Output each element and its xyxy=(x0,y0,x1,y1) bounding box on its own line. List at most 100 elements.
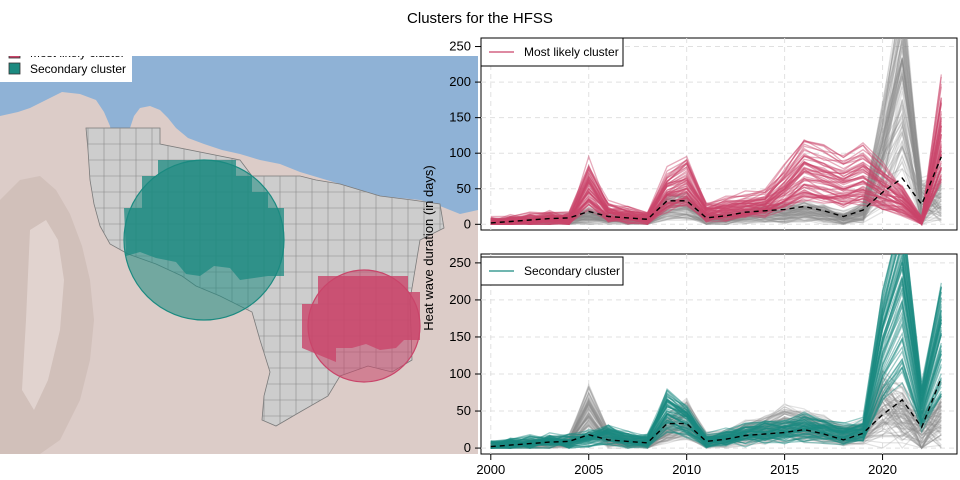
bottom-background-series-line xyxy=(490,413,942,449)
bottom-background-series-line xyxy=(490,397,942,448)
top-background-series-line xyxy=(490,75,942,225)
bottom-background-series-line xyxy=(490,393,942,450)
bottom-background-series-line xyxy=(490,395,942,446)
top-cluster-series-line xyxy=(490,167,942,226)
bottom-y-axis: 0 50 100 150 200 250 xyxy=(449,255,481,455)
top-cluster-series-line xyxy=(490,86,942,224)
bottom-background-series-line xyxy=(490,398,942,448)
bottom-background-series-line xyxy=(490,400,942,450)
top-background-series-line xyxy=(490,38,942,225)
x-tick-label: 2010 xyxy=(672,462,701,477)
top-background-series-line xyxy=(490,139,942,225)
top-background-series-line xyxy=(490,83,942,225)
bottom-grid xyxy=(481,254,957,454)
top-background-series-line xyxy=(490,161,942,225)
bottom-cluster-series-line xyxy=(490,263,942,445)
top-cluster-series-line xyxy=(490,120,942,225)
bottom-cluster-series-line xyxy=(490,261,942,449)
top-cluster-series-line xyxy=(490,137,942,224)
bottom-background-series-line xyxy=(490,383,942,449)
top-legend-label: Most likely cluster xyxy=(524,45,619,59)
top-background-series-line xyxy=(490,116,942,225)
top-background-series-line xyxy=(490,46,942,225)
top-background-series-line xyxy=(490,91,942,225)
bottom-background-series-line xyxy=(490,393,942,449)
x-axis: 2000 2005 2010 2015 2020 xyxy=(476,454,897,477)
top-background-series-line xyxy=(490,118,942,226)
top-y-axis: 0 50 100 150 200 250 xyxy=(449,39,481,231)
bottom-background-series-line xyxy=(490,407,942,449)
top-cluster-series-line xyxy=(490,123,942,224)
top-cluster-series-line xyxy=(490,154,942,225)
top-background-series-line xyxy=(490,56,942,224)
top-background-series-line xyxy=(490,167,942,225)
top-cluster-series-line xyxy=(490,175,942,226)
bottom-background-series-line xyxy=(490,410,942,449)
top-cluster-series-line xyxy=(490,178,942,225)
top-background-series-line xyxy=(490,63,942,225)
top-mean-line xyxy=(490,156,942,224)
top-cluster-series-line xyxy=(490,126,942,226)
bottom-background-series-line xyxy=(490,398,942,449)
top-cluster-series-line xyxy=(490,74,942,225)
top-cluster-series-line xyxy=(490,153,942,225)
bottom-background-series-line xyxy=(490,386,942,448)
top-background-series-line xyxy=(490,58,942,225)
bottom-cluster-series-line xyxy=(490,277,942,449)
bottom-cluster-series-line xyxy=(490,266,942,449)
top-background-series-line xyxy=(490,168,942,225)
top-cluster-series-line xyxy=(490,119,942,225)
top-cluster-series-line xyxy=(490,153,942,226)
top-cluster-series-line xyxy=(490,99,942,224)
top-cluster-series-line xyxy=(490,167,942,225)
bottom-background-series-line xyxy=(490,398,942,450)
bottom-cluster-series-line xyxy=(490,254,942,442)
top-background-series-line xyxy=(490,129,942,225)
top-background-series-line xyxy=(490,38,942,225)
top-background-series-line xyxy=(490,107,942,225)
top-background-series-line xyxy=(490,58,942,225)
top-cluster-series-line xyxy=(490,160,942,225)
top-background-series-line xyxy=(490,38,942,224)
bottom-background-series-line xyxy=(490,395,942,449)
top-background-series-line xyxy=(490,38,942,224)
bottom-cluster-series-line xyxy=(490,287,942,448)
legend-swatch-most-likely xyxy=(8,56,21,59)
bottom-cluster-series-line xyxy=(490,276,942,449)
top-background-series-line xyxy=(490,62,942,223)
top-cluster-series-line xyxy=(490,130,942,224)
bottom-background-series-line xyxy=(490,418,942,449)
top-background-series-line xyxy=(490,104,942,226)
top-cluster-series-line xyxy=(490,128,942,225)
top-cluster-series-line xyxy=(490,135,942,226)
top-background-series-line xyxy=(490,153,942,225)
top-background-series-line xyxy=(490,42,942,225)
bottom-background-series-line xyxy=(490,412,942,447)
bottom-y-tick-label: 150 xyxy=(449,329,471,344)
bottom-cluster-series-line xyxy=(490,323,942,448)
map-relief-2 xyxy=(22,220,64,410)
top-cluster-series-line xyxy=(490,155,942,225)
top-y-tick-label: 0 xyxy=(464,216,471,231)
bottom-cluster-series-line xyxy=(490,280,942,449)
bottom-background-series-line xyxy=(490,400,942,449)
bottom-background-series-line xyxy=(490,367,942,449)
bottom-background-series-line xyxy=(490,392,942,447)
top-background-series-line xyxy=(490,86,942,225)
bottom-y-tick-label: 200 xyxy=(449,292,471,307)
top-background-series-line xyxy=(490,51,942,225)
bottom-cluster-series-line xyxy=(490,331,942,449)
bottom-chart-panel: 0 50 100 150 200 250 Secondary cluster xyxy=(449,253,958,455)
top-background-series-line xyxy=(490,76,942,225)
bottom-cluster-series-line xyxy=(490,254,942,444)
top-background-series-line xyxy=(490,110,942,226)
bottom-background-series-line xyxy=(490,424,942,449)
top-cluster-series-line xyxy=(490,83,942,225)
bottom-background-series-line xyxy=(490,379,942,449)
top-background-series-line xyxy=(490,46,942,225)
bottom-background-series-line xyxy=(490,413,942,450)
map-legend: Most likely cluster Secondary cluster xyxy=(0,56,132,82)
bottom-cluster-series-line xyxy=(490,261,942,449)
bottom-background-series-line xyxy=(490,384,942,449)
top-cluster-series-line xyxy=(490,179,942,226)
